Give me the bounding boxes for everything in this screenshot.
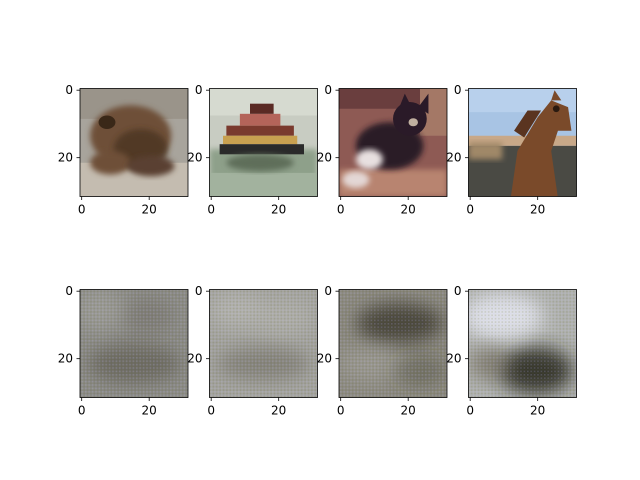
ytick-label: 0 (454, 284, 462, 298)
ytick-label: 0 (195, 83, 203, 97)
ytick-label: 20 (187, 352, 202, 366)
reconstruction-image (80, 289, 188, 398)
boat-image (209, 88, 318, 197)
xtick-label: 20 (271, 203, 286, 217)
panel-original-2: 0 20 0 20 (187, 83, 318, 217)
xtick-label: 0 (78, 404, 86, 418)
ytick-label: 0 (65, 284, 73, 298)
ytick-label: 20 (446, 352, 461, 366)
xtick-label: 0 (466, 203, 474, 217)
frog-image (80, 88, 188, 197)
ytick-label: 0 (324, 284, 332, 298)
xtick-label: 20 (401, 203, 416, 217)
xtick-label: 0 (78, 203, 86, 217)
axes-frame (468, 88, 577, 197)
xtick-label: 20 (142, 203, 157, 217)
xtick-label: 0 (207, 203, 215, 217)
xtick-label: 0 (466, 404, 474, 418)
xtick-label: 0 (207, 404, 215, 418)
panel-reconstructed-4: 0 20 0 20 (446, 284, 577, 418)
axes-frame (338, 289, 448, 398)
ytick-label: 0 (454, 83, 462, 97)
panel-reconstructed-3: 0 20 0 20 (317, 284, 448, 418)
xtick-label: 20 (530, 203, 545, 217)
panel-original-4: 0 20 0 20 (446, 83, 577, 217)
ytick-label: 20 (187, 151, 202, 165)
ytick-label: 20 (58, 151, 73, 165)
xtick-label: 20 (401, 404, 416, 418)
axes-frame (209, 88, 318, 197)
ytick-label: 0 (324, 83, 332, 97)
axes-frame (209, 289, 318, 398)
ytick-label: 0 (65, 83, 73, 97)
panel-original-3: 0 20 0 20 (317, 83, 448, 217)
axes-frame (79, 88, 189, 197)
ytick-label: 0 (195, 284, 203, 298)
ytick-label: 20 (317, 352, 332, 366)
xtick-label: 0 (337, 203, 345, 217)
reconstruction-image (209, 289, 318, 398)
axes-frame (79, 289, 189, 398)
ytick-label: 20 (317, 151, 332, 165)
xtick-label: 20 (142, 404, 157, 418)
axes-frame (338, 88, 448, 197)
ytick-label: 20 (58, 352, 73, 366)
reconstruction-image (468, 289, 577, 398)
panel-reconstructed-1: 0 20 0 20 (58, 284, 189, 418)
reconstruction-image (339, 289, 447, 398)
xtick-label: 20 (530, 404, 545, 418)
ytick-label: 20 (446, 151, 461, 165)
panel-reconstructed-2: 0 20 0 20 (187, 284, 318, 418)
axes-frame (468, 289, 577, 398)
xtick-label: 20 (271, 404, 286, 418)
xtick-label: 0 (337, 404, 345, 418)
panel-original-1: 0 20 0 20 (58, 83, 189, 217)
cat-image (339, 88, 447, 197)
horse-image (468, 88, 577, 197)
